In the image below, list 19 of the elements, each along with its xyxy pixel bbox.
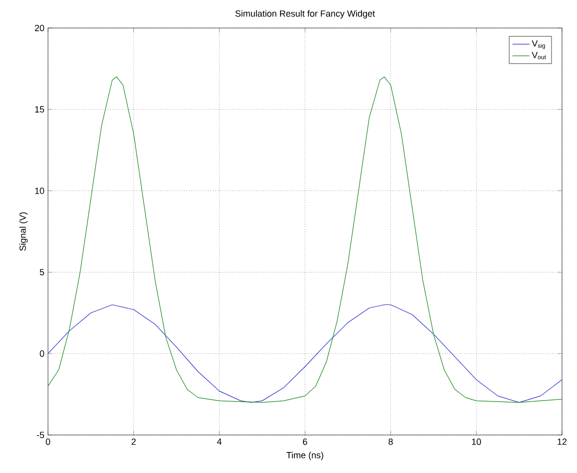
y-tick-label: 15 <box>35 106 44 113</box>
x-tick-label: 8 <box>388 438 393 445</box>
y-tick-label: 20 <box>34 24 44 32</box>
x-tick-label: 2 <box>132 438 136 445</box>
legend-label: V$_{out}$ <box>532 52 546 60</box>
x-tick-label: 0 <box>46 438 50 445</box>
x-tick-label: 12 <box>558 438 567 445</box>
y-tick-label: 5 <box>40 269 44 276</box>
y-tick-label: 10 <box>35 188 44 194</box>
legend-label: V$_{sig}$ <box>532 40 545 49</box>
x-tick-label: 10 <box>472 438 481 445</box>
y-axis-title: Signal (V) <box>19 212 28 251</box>
x-tick-label: 6 <box>302 438 308 445</box>
y-tick-label: 0 <box>40 350 44 357</box>
line-series <box>48 76 562 403</box>
chart-title: Simulation Result for Fancy Widget <box>235 10 375 18</box>
x-tick-label: 4 <box>217 438 222 445</box>
y-tick-label: -5 <box>36 432 44 438</box>
x-axis-title: Time (ns) <box>286 452 324 460</box>
